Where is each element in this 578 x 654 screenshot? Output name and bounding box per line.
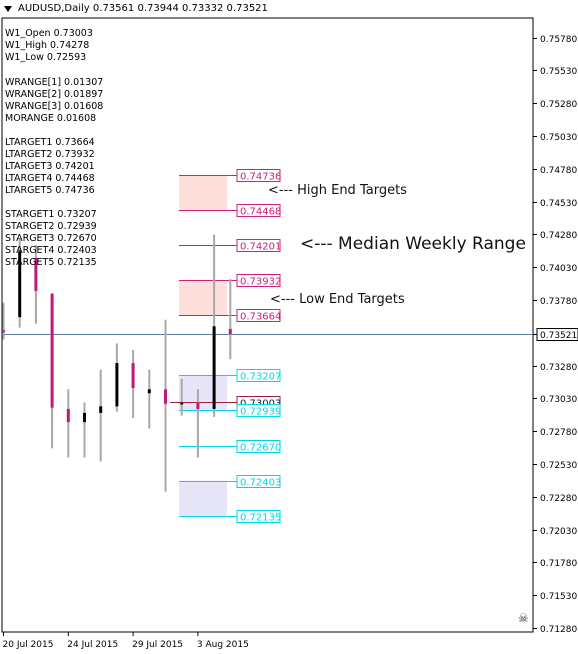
info-line: WRANGE[3] 0.01608 (5, 101, 104, 112)
target-label-box (236, 369, 281, 382)
candle-body (228, 328, 232, 335)
candle-body (18, 251, 22, 318)
target-label: 0.73932 (240, 277, 281, 288)
candle-body (99, 406, 103, 413)
candle-body (34, 258, 38, 291)
target-label: 0.72939 (240, 407, 281, 418)
y-axis-label: 0.72280 (540, 494, 577, 504)
info-line: STARGET4 0.72403 (5, 245, 97, 256)
info-line: LTARGET1 0.73664 (5, 137, 95, 148)
candle-body (180, 402, 184, 405)
target-label: 0.72670 (240, 443, 281, 454)
x-axis-label: 20 Jul 2015 (3, 640, 54, 650)
ltarget-info-block: LTARGET1 0.73664 LTARGET2 0.73932 LTARGE… (5, 137, 95, 197)
info-line: W1_Low 0.72593 (5, 52, 87, 63)
skull-icon: ☠ (518, 611, 529, 625)
candle-body (147, 389, 151, 394)
target-label-box (236, 274, 281, 287)
y-axis-label: 0.71530 (540, 592, 577, 602)
symbol-timeframe: AUDUSD,Daily (18, 3, 90, 14)
candle-body (66, 408, 70, 423)
info-line: LTARGET2 0.73932 (5, 149, 95, 160)
y-axis-label: 0.75530 (540, 67, 577, 77)
y-axis-label: 0.73780 (540, 297, 577, 307)
info-line: LTARGET3 0.74201 (5, 161, 95, 172)
info-line: LTARGET4 0.74468 (5, 173, 95, 184)
y-axis-label: 0.72030 (540, 527, 577, 537)
y-axis-label: 0.75030 (540, 133, 577, 143)
target-label-box (236, 510, 281, 523)
ohlc-high: 0.73944 (137, 3, 179, 14)
candle-body (50, 293, 54, 408)
y-axis-label: 0.73030 (540, 395, 577, 405)
high-end-targets-note: <--- High End Targets (268, 183, 407, 198)
target-label-box (236, 440, 281, 453)
candle-body (83, 412, 86, 423)
info-line: W1_Open 0.73003 (5, 28, 93, 39)
target-label: 0.74468 (240, 207, 281, 218)
y-axis-label: 0.73521 (540, 331, 577, 341)
x-axis-label: 24 Jul 2015 (67, 640, 118, 650)
target-label: 0.74736 (240, 172, 281, 183)
y-axis-label: 0.73280 (540, 363, 577, 373)
target-label-box (236, 239, 281, 252)
y-axis-label: 0.72780 (540, 428, 577, 438)
x-axis-label: 29 Jul 2015 (132, 640, 183, 650)
y-axis-label: 0.71280 (540, 625, 577, 635)
current-price-box (536, 328, 578, 341)
median-weekly-range-note: <--- Median Weekly Range (300, 234, 526, 254)
target-zone (179, 174, 227, 210)
info-line: MORANGE 0.01608 (5, 113, 97, 124)
info-line: STARGET1 0.73207 (5, 209, 97, 220)
target-label: 0.72403 (240, 478, 281, 489)
x-axis-label: 3 Aug 2015 (197, 640, 249, 650)
y-axis-label: 0.74530 (540, 199, 577, 209)
y-axis-label: 0.75280 (540, 100, 577, 110)
chart-menu-triangle-icon[interactable] (4, 6, 12, 12)
candle-body (2, 330, 5, 333)
target-label-box (236, 204, 281, 217)
low-end-targets-note: <--- Low End Targets (270, 292, 405, 307)
target-label: 0.74201 (240, 242, 281, 253)
target-label: 0.72135 (240, 513, 281, 524)
info-line: W1_High 0.74278 (5, 40, 90, 51)
y-axis-label: 0.74030 (540, 264, 577, 274)
y-axis-label: 0.71780 (540, 559, 577, 569)
info-line: STARGET5 0.72135 (5, 257, 97, 268)
target-zone (179, 480, 227, 516)
candle-body (196, 402, 200, 409)
info-line: STARGET2 0.72939 (5, 221, 97, 232)
target-label: 0.73207 (240, 372, 281, 383)
starget-info-block: STARGET1 0.73207 STARGET2 0.72939 STARGE… (5, 209, 97, 269)
ohlc-low: 0.73332 (182, 3, 224, 14)
chart-title: AUDUSD,Daily 0.73561 0.73944 0.73332 0.7… (18, 3, 268, 14)
range-info-block: WRANGE[1] 0.01307 WRANGE[2] 0.01897 WRAN… (5, 77, 103, 125)
info-line: WRANGE[2] 0.01897 (5, 89, 104, 100)
y-axis-label: 0.72530 (540, 461, 577, 471)
plot-frame (1, 17, 534, 633)
info-line: WRANGE[1] 0.01307 (5, 77, 104, 88)
candle-body (115, 363, 119, 407)
y-axis-label: 0.74280 (540, 231, 577, 241)
target-label-box (236, 404, 281, 417)
info-line: LTARGET5 0.74736 (5, 185, 95, 196)
target-zone (179, 280, 227, 316)
candle-body (131, 363, 135, 388)
candle-body (164, 389, 167, 404)
candle-body (212, 326, 216, 409)
ohlc-open: 0.73561 (92, 3, 135, 14)
y-axis-label: 0.75780 (540, 35, 577, 45)
target-label: 0.73664 (240, 312, 281, 323)
weekly-info-block: W1_Open 0.73003 W1_High 0.74278 W1_Low 0… (5, 28, 93, 64)
target-label-box (236, 169, 281, 182)
ohlc-close: 0.73521 (226, 3, 268, 14)
target-zone (179, 375, 227, 411)
target-label-box (236, 475, 281, 488)
target-label-box (236, 309, 281, 322)
y-axis-label: 0.74780 (540, 166, 577, 176)
info-line: STARGET3 0.72670 (5, 233, 97, 244)
